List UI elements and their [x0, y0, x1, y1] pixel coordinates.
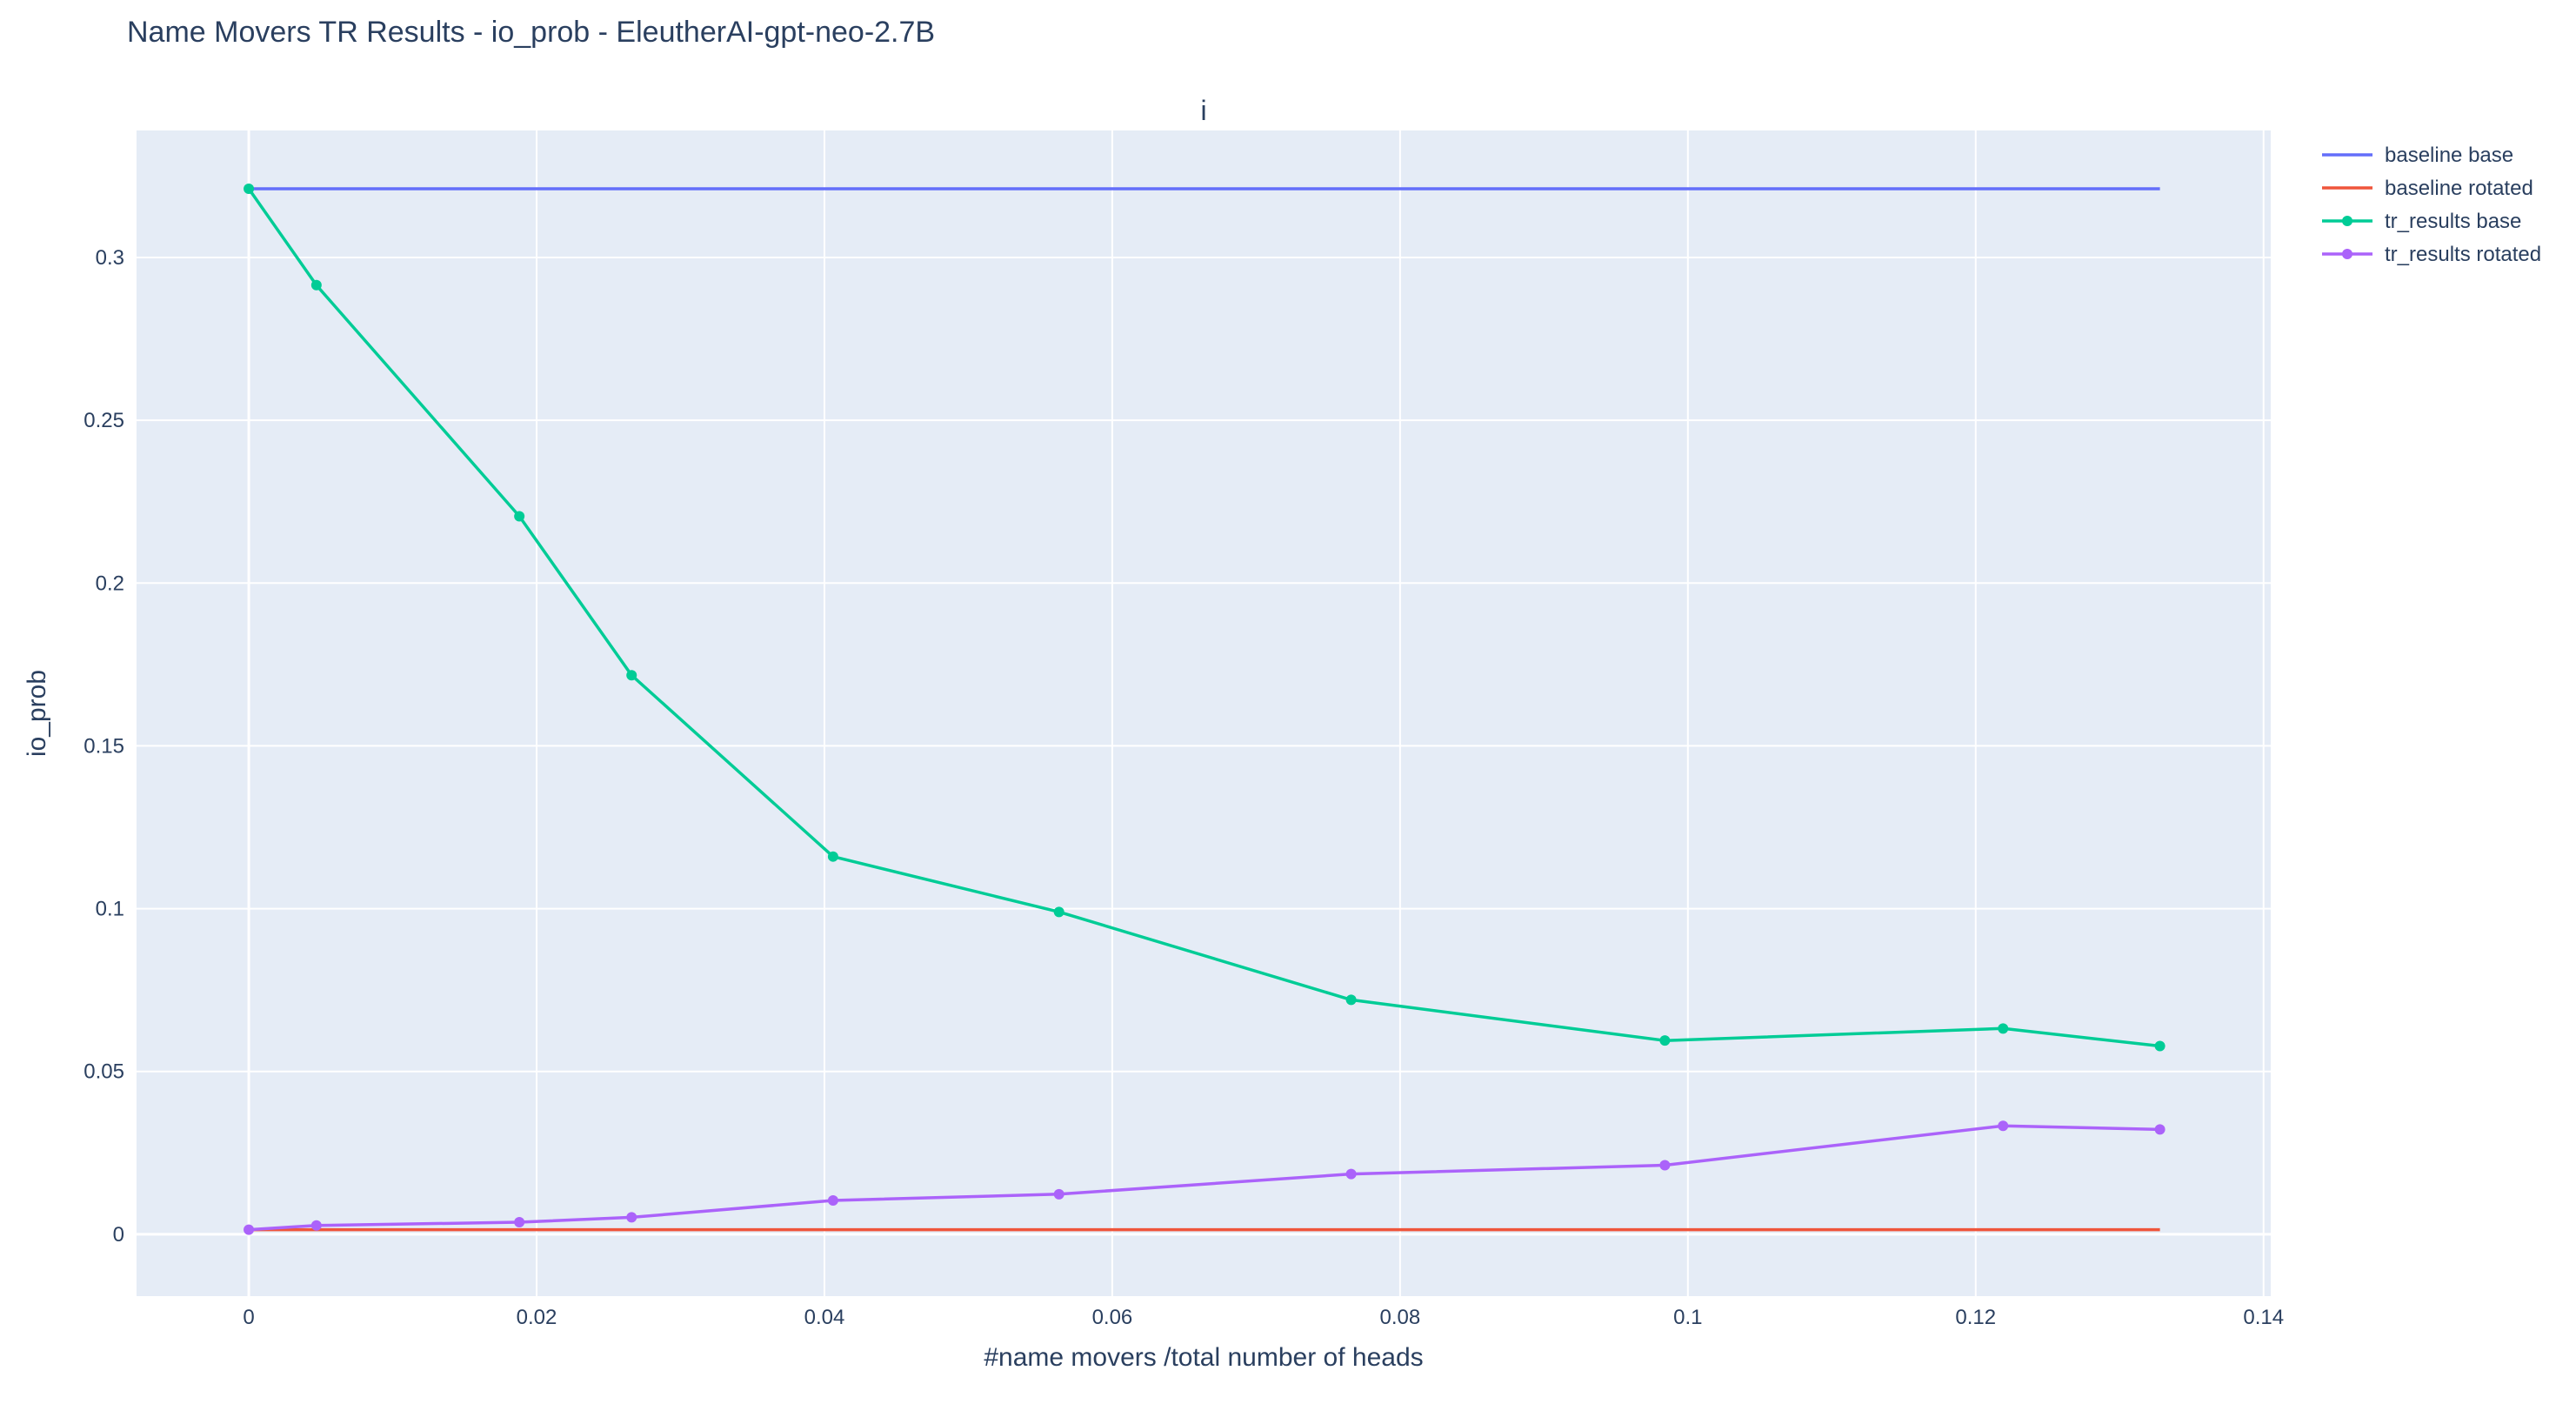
- plot-background: [137, 130, 2271, 1296]
- data-point: [244, 184, 255, 194]
- x-tick-label: 0.02: [517, 1306, 557, 1329]
- data-point: [1998, 1120, 2009, 1132]
- data-point: [2154, 1040, 2166, 1052]
- chart-title: Name Movers TR Results - io_prob - Eleut…: [127, 16, 935, 49]
- y-tick-label: 0.25: [83, 409, 124, 432]
- data-point: [626, 670, 637, 681]
- data-point: [310, 1220, 322, 1231]
- y-tick-label: 0.05: [83, 1060, 124, 1084]
- gridlines: [137, 130, 2271, 1296]
- data-point: [1345, 994, 1357, 1006]
- x-axis-title: #name movers /total number of heads: [984, 1343, 1423, 1372]
- data-point: [1053, 906, 1064, 918]
- legend: baseline base baseline rotated tr_results …: [2322, 144, 2541, 266]
- legend-marker: [2342, 216, 2352, 226]
- y-axis-ticks: 0 0.05 0.1 0.15 0.2 0.25 0.3: [83, 246, 124, 1247]
- legend-marker: [2342, 249, 2352, 259]
- data-point: [1659, 1035, 1671, 1046]
- data-point: [626, 1212, 637, 1223]
- x-tick-label: 0.08: [1380, 1306, 1421, 1329]
- legend-item[interactable]: tr_results base: [2322, 210, 2521, 233]
- data-point: [2154, 1124, 2166, 1135]
- x-tick-label: 0.1: [1673, 1306, 1702, 1329]
- data-point: [1659, 1160, 1671, 1171]
- series-line: [247, 187, 2160, 1048]
- data-point: [514, 1217, 525, 1228]
- y-tick-label: 0.15: [83, 734, 124, 758]
- x-tick-label: 0.12: [1955, 1306, 1996, 1329]
- legend-label: baseline rotated: [2385, 177, 2533, 200]
- data-point: [514, 511, 525, 522]
- legend-item[interactable]: baseline base: [2322, 144, 2513, 167]
- legend-item[interactable]: baseline rotated: [2322, 177, 2533, 200]
- subplot-title: i: [1200, 95, 1206, 126]
- data-point: [310, 279, 322, 291]
- series-tr-results-rotated: [244, 1120, 2166, 1235]
- data-point: [244, 1224, 255, 1235]
- legend-item[interactable]: tr_results rotated: [2322, 243, 2541, 266]
- data-point: [827, 851, 838, 862]
- legend-label: tr_results base: [2385, 210, 2521, 233]
- y-tick-label: 0: [113, 1223, 124, 1247]
- series-line: [248, 1124, 2160, 1232]
- legend-label: tr_results rotated: [2385, 243, 2541, 266]
- y-axis-title: io_prob: [23, 670, 51, 757]
- x-axis-ticks: 0 0.02 0.04 0.06 0.08 0.1 0.12 0.14: [243, 1306, 2284, 1329]
- legend-label: baseline base: [2385, 144, 2513, 167]
- data-point: [1053, 1188, 1064, 1200]
- y-tick-label: 0.3: [96, 246, 124, 270]
- x-tick-label: 0.06: [1092, 1306, 1133, 1329]
- x-tick-label: 0.04: [804, 1306, 845, 1329]
- data-point: [1998, 1023, 2009, 1034]
- series-layer: [244, 184, 2166, 1235]
- data-point: [827, 1194, 838, 1206]
- x-tick-label: 0.14: [2243, 1306, 2284, 1329]
- y-tick-label: 0.1: [96, 898, 124, 921]
- series-tr-results-base: [244, 184, 2166, 1052]
- x-tick-label: 0: [243, 1306, 254, 1329]
- data-point: [1345, 1168, 1357, 1180]
- y-tick-label: 0.2: [96, 572, 124, 595]
